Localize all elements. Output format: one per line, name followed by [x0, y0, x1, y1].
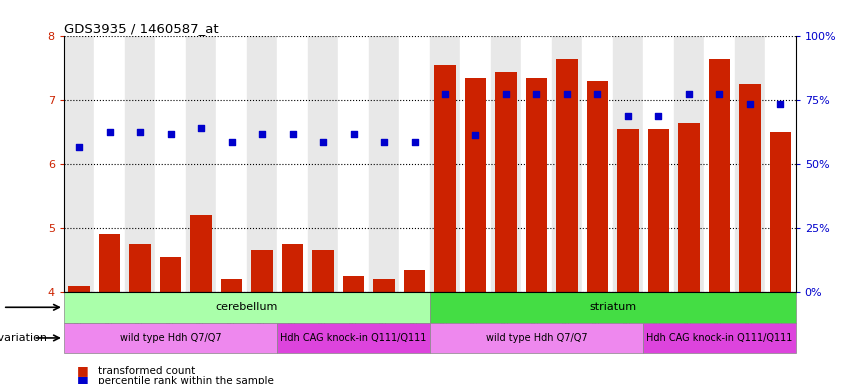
Bar [460, 36, 491, 292]
Bar [617, 129, 638, 292]
Bar [277, 323, 430, 353]
Point [408, 139, 421, 145]
Point [346, 131, 360, 137]
Point [529, 91, 543, 97]
Bar [430, 292, 796, 323]
Bar [125, 36, 155, 292]
Bar [64, 323, 277, 353]
Bar [221, 279, 243, 292]
Text: wild type Hdh Q7/Q7: wild type Hdh Q7/Q7 [120, 333, 221, 343]
Point [377, 139, 391, 145]
Bar [186, 36, 216, 292]
Bar [740, 84, 761, 292]
Bar [277, 36, 308, 292]
Point [560, 91, 574, 97]
Text: genotype/variation: genotype/variation [0, 333, 48, 343]
Point [194, 125, 208, 131]
Point [255, 131, 269, 137]
Point [72, 144, 86, 150]
Bar [557, 59, 578, 292]
Bar [526, 78, 547, 292]
Bar [709, 59, 730, 292]
Bar [94, 36, 125, 292]
Bar [160, 257, 181, 292]
Text: striatum: striatum [589, 302, 637, 312]
Point [591, 91, 604, 97]
Point [683, 91, 696, 97]
Bar [734, 36, 765, 292]
Bar [343, 276, 364, 292]
Point [743, 101, 757, 107]
Bar [643, 323, 796, 353]
Bar [399, 36, 430, 292]
Text: Hdh CAG knock-in Q111/Q111: Hdh CAG knock-in Q111/Q111 [646, 333, 792, 343]
Text: wild type Hdh Q7/Q7: wild type Hdh Q7/Q7 [486, 333, 587, 343]
Bar [216, 36, 247, 292]
Bar [465, 78, 486, 292]
Text: cerebellum: cerebellum [215, 302, 278, 312]
Bar [129, 244, 151, 292]
Point [225, 139, 238, 145]
Point [163, 131, 177, 137]
Bar [308, 36, 338, 292]
Bar [491, 36, 521, 292]
Point [286, 131, 300, 137]
Bar [64, 36, 94, 292]
Point [317, 139, 330, 145]
Point [712, 91, 726, 97]
Bar [587, 81, 608, 292]
Bar [251, 250, 272, 292]
Point [621, 113, 635, 119]
Point [652, 113, 665, 119]
Bar [765, 36, 796, 292]
Text: Hdh CAG knock-in Q111/Q111: Hdh CAG knock-in Q111/Q111 [280, 333, 426, 343]
Text: ■: ■ [77, 374, 89, 384]
Point [103, 129, 117, 135]
Bar [64, 292, 430, 323]
Text: transformed count: transformed count [98, 366, 195, 376]
Point [438, 91, 452, 97]
Bar [770, 132, 791, 292]
Bar [430, 323, 643, 353]
Bar [374, 279, 395, 292]
Bar [551, 36, 582, 292]
Point [774, 101, 787, 107]
Point [500, 91, 513, 97]
Bar [247, 36, 277, 292]
Bar [613, 36, 643, 292]
Bar [191, 215, 212, 292]
Bar [99, 235, 120, 292]
Text: percentile rank within the sample: percentile rank within the sample [98, 376, 274, 384]
Bar [704, 36, 734, 292]
Bar [312, 250, 334, 292]
Bar [338, 36, 368, 292]
Bar [68, 286, 89, 292]
Bar [282, 244, 303, 292]
Bar [495, 71, 517, 292]
Bar [404, 270, 426, 292]
Bar [582, 36, 613, 292]
Text: GDS3935 / 1460587_at: GDS3935 / 1460587_at [64, 22, 219, 35]
Bar [430, 36, 460, 292]
Bar [678, 123, 700, 292]
Bar [434, 65, 455, 292]
Bar [643, 36, 674, 292]
Bar [521, 36, 551, 292]
Bar [674, 36, 704, 292]
Point [134, 129, 147, 135]
Bar [155, 36, 186, 292]
Point [469, 132, 483, 139]
Text: ■: ■ [77, 364, 89, 377]
Bar [368, 36, 399, 292]
Bar [648, 129, 669, 292]
